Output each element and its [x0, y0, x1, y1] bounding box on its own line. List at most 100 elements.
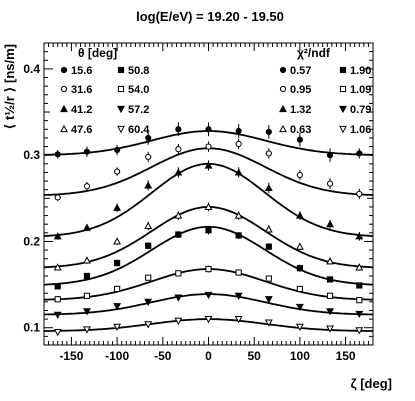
legend-marker-theta	[117, 85, 125, 93]
legend-marker-theta	[117, 66, 125, 74]
data-point	[356, 297, 363, 304]
data-point	[265, 128, 272, 135]
data-point	[234, 211, 243, 219]
data-point	[83, 308, 91, 316]
legend-theta-label: 15.6	[71, 65, 92, 77]
legend-chi-label: 1.32	[290, 104, 311, 116]
data-point	[174, 294, 183, 302]
x-tick-label: 100	[290, 349, 310, 363]
data-point	[113, 203, 122, 211]
data-point	[234, 292, 243, 300]
data-point	[145, 242, 152, 249]
y-tick-label: 0.4	[23, 62, 40, 76]
legend-theta-header: θ [deg]	[78, 46, 117, 60]
x-tick-label: -50	[154, 349, 172, 363]
data-point	[356, 282, 363, 289]
data-point	[204, 161, 213, 169]
data-point	[235, 269, 242, 276]
legend-chi-label: 1.06	[350, 124, 371, 136]
data-point	[83, 326, 91, 334]
data-point	[326, 276, 334, 283]
data-point	[145, 153, 152, 160]
data-point	[174, 211, 183, 219]
legend-theta-label: 47.6	[71, 124, 92, 136]
legend-marker-chi	[339, 66, 347, 74]
data-point	[265, 150, 272, 157]
legend: θ [deg] χ²/ndf 15.6 0.57 50.8 1.90 31.6 0.95 5…	[60, 46, 371, 136]
legend-marker-chi	[339, 105, 347, 114]
legend-theta-label: 50.8	[128, 65, 149, 77]
data-point	[235, 140, 242, 148]
legend-marker-theta	[60, 66, 68, 74]
data-point	[144, 321, 153, 329]
legend-marker-theta	[60, 124, 68, 133]
data-point	[83, 256, 91, 264]
data-point	[113, 323, 122, 332]
data-point	[355, 310, 364, 319]
data-point	[355, 232, 364, 240]
data-point	[326, 220, 334, 228]
data-point	[113, 303, 122, 311]
fit-curve-theta-31.6	[43, 147, 374, 196]
y-tick-label: 0.3	[23, 148, 40, 162]
data-point	[295, 211, 304, 219]
data-point	[145, 134, 152, 142]
legend-marker-theta	[117, 125, 125, 134]
legend-marker-chi	[279, 104, 287, 113]
legend-marker-chi	[279, 66, 287, 74]
x-tick-label: -100	[105, 349, 129, 363]
data-point	[83, 223, 91, 231]
data-point	[264, 296, 273, 304]
data-point	[114, 146, 121, 154]
data-point	[175, 126, 182, 133]
data-point	[53, 311, 62, 319]
data-point	[145, 274, 152, 281]
data-point	[54, 283, 61, 290]
data-point	[114, 259, 121, 267]
data-point	[53, 232, 62, 240]
legend-marker-theta	[60, 85, 68, 93]
data-point	[296, 265, 303, 272]
data-point	[356, 190, 363, 198]
data-point	[295, 303, 304, 312]
data-point	[205, 265, 212, 273]
data-point	[265, 275, 272, 282]
data-point	[234, 168, 243, 176]
data-point	[83, 183, 91, 190]
axes: -150 -100 -50 0 50 100 150 0.1 0.2 0.3 0.4	[23, 43, 373, 363]
data-point	[264, 225, 273, 233]
data-point	[356, 150, 363, 157]
data-point	[264, 183, 273, 192]
fit-curve-theta-50.8	[43, 225, 374, 286]
legend-theta-label: 41.2	[71, 104, 92, 116]
data-point	[144, 298, 153, 307]
data-point	[204, 202, 213, 211]
data-point	[296, 136, 303, 143]
data-point	[326, 152, 334, 159]
data-point	[53, 328, 62, 337]
data-point	[326, 180, 334, 187]
data-point	[234, 316, 243, 324]
legend-chi-label: 1.09	[350, 84, 371, 96]
data-point	[326, 257, 334, 265]
data-point	[204, 316, 213, 324]
data-point	[174, 317, 183, 325]
data-point	[54, 151, 61, 158]
data-point	[235, 127, 242, 135]
data-point	[264, 319, 273, 327]
data-point	[326, 308, 334, 316]
data-point	[83, 292, 91, 299]
data-point	[144, 181, 153, 189]
data-point	[205, 143, 212, 150]
legend-marker-chi	[279, 85, 287, 93]
data-point	[114, 285, 121, 293]
data-point	[83, 148, 91, 155]
data-point	[204, 291, 213, 300]
legend-theta-label: 31.6	[71, 84, 92, 96]
data-point	[295, 323, 304, 332]
data-point	[265, 243, 272, 250]
data-point	[54, 194, 61, 201]
data-point	[175, 270, 182, 277]
x-tick-label: 150	[336, 349, 356, 363]
